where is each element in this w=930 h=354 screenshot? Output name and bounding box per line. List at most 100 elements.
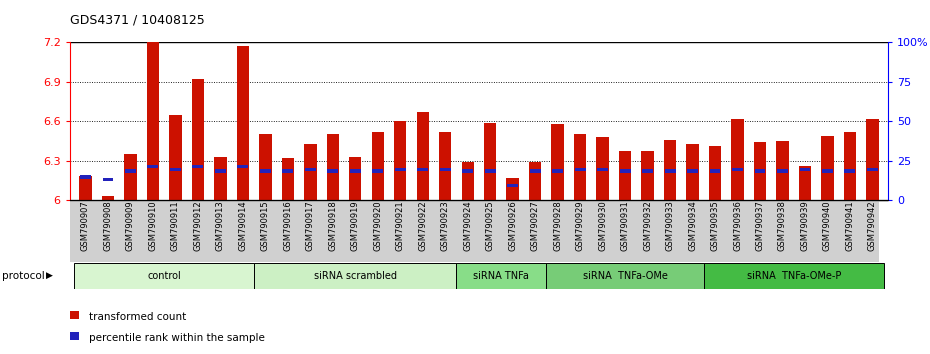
Text: GSM790915: GSM790915 — [260, 200, 270, 251]
Bar — [596, 137, 609, 200]
Bar — [79, 176, 92, 200]
Bar — [440, 167, 451, 171]
Text: GSM790909: GSM790909 — [126, 200, 135, 251]
Bar — [170, 167, 180, 171]
Bar — [192, 79, 204, 200]
Bar — [704, 263, 884, 289]
Bar — [417, 112, 429, 200]
Text: GSM790921: GSM790921 — [396, 200, 405, 251]
Bar — [597, 167, 608, 171]
Bar — [283, 170, 293, 173]
Text: GSM790924: GSM790924 — [463, 200, 472, 251]
Bar — [74, 263, 254, 289]
Bar — [507, 184, 518, 187]
Bar — [507, 178, 519, 200]
Text: GSM790920: GSM790920 — [373, 200, 382, 251]
Text: GSM790937: GSM790937 — [755, 200, 764, 251]
Text: GSM790917: GSM790917 — [306, 200, 315, 251]
Bar — [777, 170, 788, 173]
Text: GSM790923: GSM790923 — [441, 200, 450, 251]
Bar — [70, 311, 79, 319]
Bar — [799, 166, 811, 200]
Text: GSM790933: GSM790933 — [666, 200, 674, 251]
Text: GSM790939: GSM790939 — [801, 200, 809, 251]
Bar — [237, 46, 249, 200]
Bar — [665, 170, 675, 173]
Bar — [618, 152, 631, 200]
Bar — [80, 175, 91, 179]
Bar — [800, 167, 810, 171]
Bar — [259, 135, 272, 200]
Bar — [327, 170, 339, 173]
Bar — [259, 170, 271, 173]
Text: siRNA TNFa: siRNA TNFa — [473, 271, 529, 281]
Bar — [70, 332, 79, 340]
Bar — [574, 135, 586, 200]
Bar — [102, 178, 113, 181]
Bar — [642, 152, 654, 200]
Bar — [552, 170, 563, 173]
Bar — [101, 196, 114, 200]
Text: GSM790918: GSM790918 — [328, 200, 338, 251]
Bar — [282, 158, 294, 200]
Bar — [193, 165, 204, 168]
Text: GSM790941: GSM790941 — [845, 200, 855, 251]
Text: protocol: protocol — [2, 271, 45, 281]
Bar — [619, 170, 631, 173]
Bar — [372, 132, 384, 200]
Bar — [439, 132, 451, 200]
Text: GSM790926: GSM790926 — [508, 200, 517, 251]
Text: GSM790910: GSM790910 — [149, 200, 157, 251]
Bar — [664, 139, 676, 200]
Text: GDS4371 / 10408125: GDS4371 / 10408125 — [70, 13, 205, 27]
Bar — [822, 170, 833, 173]
Text: GSM790942: GSM790942 — [868, 200, 877, 251]
Bar — [686, 144, 698, 200]
Text: transformed count: transformed count — [88, 312, 186, 322]
Bar — [687, 170, 698, 173]
Text: GSM790912: GSM790912 — [193, 200, 203, 251]
Text: GSM790919: GSM790919 — [351, 200, 360, 251]
Bar — [710, 170, 721, 173]
Bar — [551, 124, 564, 200]
Bar — [709, 146, 721, 200]
Text: GSM790925: GSM790925 — [485, 200, 495, 251]
Text: percentile rank within the sample: percentile rank within the sample — [88, 333, 264, 343]
Text: control: control — [147, 271, 181, 281]
Text: GSM790911: GSM790911 — [171, 200, 179, 251]
Text: GSM790929: GSM790929 — [576, 200, 585, 251]
Bar — [754, 170, 765, 173]
Bar — [530, 170, 540, 173]
Text: GSM790932: GSM790932 — [643, 200, 652, 251]
Text: GSM790931: GSM790931 — [620, 200, 630, 251]
Text: siRNA  TNFa-OMe-P: siRNA TNFa-OMe-P — [747, 271, 841, 281]
Bar — [642, 170, 653, 173]
Bar — [547, 263, 704, 289]
Bar — [866, 119, 879, 200]
Text: GSM790930: GSM790930 — [598, 200, 607, 251]
Text: GSM790916: GSM790916 — [284, 200, 292, 251]
Bar — [394, 121, 406, 200]
Bar — [304, 144, 316, 200]
Bar — [529, 162, 541, 200]
Bar — [457, 263, 547, 289]
Bar — [485, 170, 496, 173]
Bar — [215, 170, 226, 173]
Bar — [125, 170, 136, 173]
Bar — [462, 170, 473, 173]
Bar — [732, 167, 743, 171]
Bar — [214, 157, 227, 200]
Text: GSM790914: GSM790914 — [238, 200, 247, 251]
Bar — [147, 42, 159, 200]
Bar — [372, 170, 383, 173]
Text: GSM790938: GSM790938 — [778, 200, 787, 251]
Text: GSM790928: GSM790928 — [553, 200, 562, 251]
Bar — [125, 154, 137, 200]
Bar — [575, 167, 586, 171]
Bar — [418, 167, 428, 171]
Text: GSM790927: GSM790927 — [531, 200, 539, 251]
Text: GSM790907: GSM790907 — [81, 200, 90, 251]
Bar — [237, 165, 248, 168]
Bar — [754, 142, 766, 200]
Text: GSM790940: GSM790940 — [823, 200, 832, 251]
